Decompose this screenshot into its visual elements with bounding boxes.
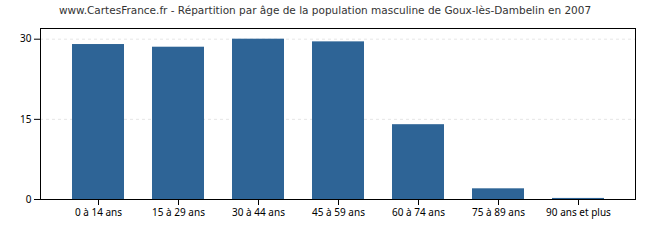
svg-text:75 à 89 ans: 75 à 89 ans (472, 205, 525, 219)
svg-text:30 à 44 ans: 30 à 44 ans (232, 205, 285, 219)
html-text:www.CartesFrance.fr - Répartit: www.CartesFrance.fr - Répartition par âg… (58, 4, 592, 16)
svg-text:60 à 74 ans: 60 à 74 ans (392, 205, 445, 219)
svg-text:15: 15 (20, 112, 32, 126)
svg-text:0 à 14 ans: 0 à 14 ans (75, 205, 122, 219)
svg-text:0: 0 (26, 192, 32, 206)
svg-text:45 à 59 ans: 45 à 59 ans (312, 205, 365, 219)
svg-text:30: 30 (20, 31, 32, 45)
svg-text:15 à 29 ans: 15 à 29 ans (152, 205, 205, 219)
svg-text:90 ans et plus: 90 ans et plus (546, 205, 611, 219)
